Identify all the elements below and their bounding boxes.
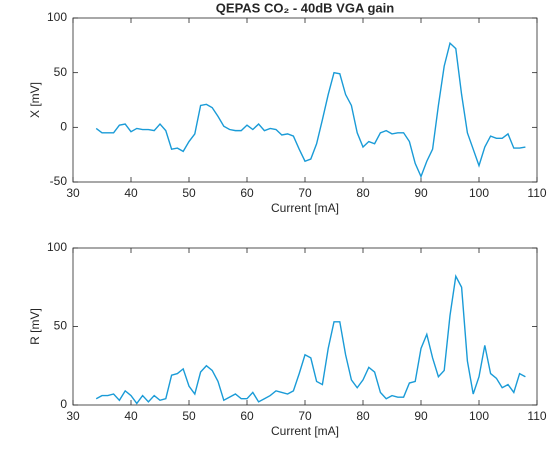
y-tick-label: 50 — [54, 319, 68, 333]
x-tick-label: 100 — [469, 409, 489, 423]
y-tick-label: 50 — [54, 65, 68, 79]
x-tick-label: 110 — [527, 186, 546, 200]
y-tick-label: 0 — [60, 397, 67, 411]
data-line — [95, 274, 526, 405]
axes-box — [72, 17, 538, 183]
x-tick-label: 110 — [527, 409, 546, 423]
x-tick-label: 40 — [124, 186, 138, 200]
x-tick-label: 70 — [298, 186, 312, 200]
x-tick-label: 40 — [124, 409, 138, 423]
data-line — [95, 41, 526, 179]
y-axis-label: X [mV] — [28, 82, 42, 118]
x-axis-label: Current [mA] — [271, 201, 339, 215]
x-tick-label: 80 — [356, 409, 370, 423]
y-tick-label: 0 — [60, 120, 67, 134]
axes-box — [72, 247, 538, 406]
x-tick-label: 30 — [66, 409, 80, 423]
x-tick-label: 50 — [182, 186, 196, 200]
x-tick-label: 50 — [182, 409, 196, 423]
y-tick-label: -50 — [50, 174, 68, 188]
y-tick-label: 100 — [47, 10, 67, 24]
x-tick-label: 90 — [414, 186, 428, 200]
x-tick-label: 30 — [66, 186, 80, 200]
x-tick-label: 100 — [469, 186, 489, 200]
y-axis-label: R [mV] — [28, 308, 42, 345]
y-tick-label: 100 — [47, 240, 67, 254]
x-tick-label: 80 — [356, 186, 370, 200]
x-tick-label: 70 — [298, 409, 312, 423]
chart-title: QEPAS CO₂ - 40dB VGA gain — [216, 0, 394, 15]
x-tick-label: 90 — [414, 409, 428, 423]
x-tick-label: 60 — [240, 186, 254, 200]
x-tick-label: 60 — [240, 409, 254, 423]
x-axis-label: Current [mA] — [271, 424, 339, 438]
